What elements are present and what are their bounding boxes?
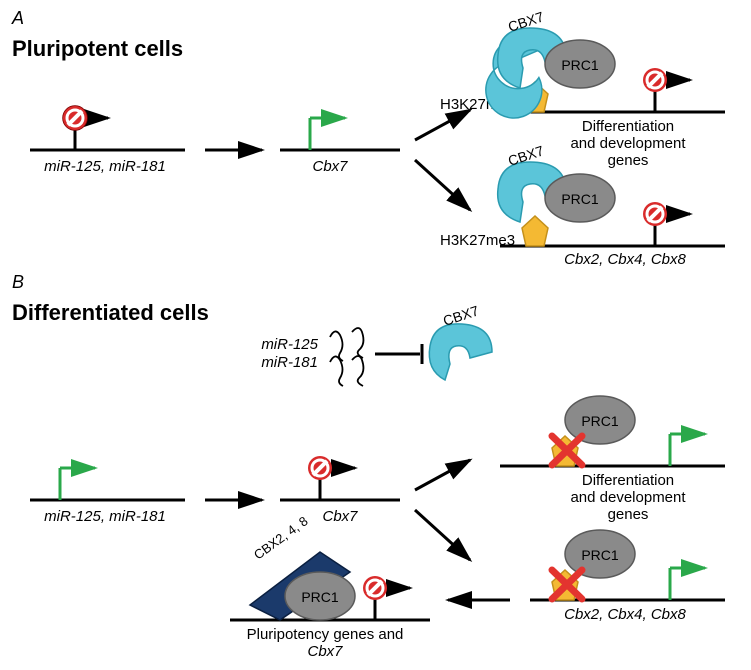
panel-a-title: Pluripotent cells	[12, 36, 183, 62]
diff-genes-a-l1: Differentiation	[582, 118, 674, 135]
h3k27-a-bot: H3K27me3	[440, 232, 515, 249]
mir181-b: miR-181	[248, 354, 318, 371]
panel-b-title: Differentiated cells	[12, 300, 209, 326]
diff-genes-a-l3: genes	[608, 152, 649, 169]
gene2-a-label: Cbx7	[300, 158, 360, 175]
pentagon-b-top	[552, 436, 578, 466]
prohibit-b-pluri	[363, 576, 387, 600]
diff-genes-a-l2: and development	[570, 135, 685, 152]
arrow-b-split-up	[415, 460, 470, 490]
cbx7-text-a-top: CBX7	[506, 8, 546, 35]
prc1-b-bot-text: PRC1	[581, 547, 619, 563]
pentagon-b-bot	[552, 570, 578, 600]
mir125-b: miR-125	[248, 336, 318, 353]
red-x-b-bot	[552, 570, 582, 599]
prohibit-a-bot	[643, 202, 667, 226]
arrow-a-split-up	[415, 110, 470, 140]
cbx7-shape-a-top	[498, 28, 566, 88]
arrow-b-split-down	[415, 510, 470, 560]
h3k27-a-top: H3K27me3	[440, 96, 515, 113]
gene1-b-label: miR-125, miR-181	[30, 508, 180, 525]
panel-b-label: B	[12, 272, 24, 293]
prc1-b-top-text: PRC1	[581, 413, 619, 429]
diagram-svg: CBX7 PRC1 CBX7 PRC1 CBX7	[0, 0, 751, 670]
cbx7-gene-b-label: Cbx7	[310, 508, 370, 525]
pentagon-a-bot	[522, 216, 548, 246]
diff-genes-a: Differentiation and development genes	[528, 118, 728, 169]
diff-genes-b-l2: and development	[570, 489, 685, 506]
diff-genes-b-l1: Differentiation	[582, 472, 674, 489]
prohibit-a-top	[643, 68, 667, 92]
prc1-b-pluri	[285, 572, 355, 620]
panel-a-label: A	[12, 8, 24, 29]
pluri-b: Pluripotency genes and Cbx7	[215, 626, 435, 660]
prc1-b-top	[565, 396, 635, 444]
diff-genes-b-l3: genes	[608, 506, 649, 523]
arrow-a-split-down	[415, 160, 470, 210]
cbx7-shape-a-bot	[498, 162, 566, 222]
stop-icon-a1	[63, 106, 87, 130]
prohibit-a1	[63, 106, 87, 130]
diff-genes-b: Differentiation and development genes	[528, 472, 728, 523]
cbx-genes-a: Cbx2, Cbx4, Cbx8	[540, 251, 710, 268]
prc1-b-pluri-text: PRC1	[301, 589, 339, 605]
cbx248-text: CBX2, 4, 8	[251, 513, 311, 562]
mirna-squiggles	[330, 328, 363, 386]
cbx7-b-float-text: CBX7	[441, 302, 481, 329]
prc1-a-bot	[545, 174, 615, 222]
prc1-a-top	[545, 40, 615, 88]
gene1-a-label: miR-125, miR-181	[30, 158, 180, 175]
red-x-b-top	[552, 436, 582, 465]
prc1-text-a-bot: PRC1	[561, 191, 599, 207]
cbx-genes-b: Cbx2, Cbx4, Cbx8	[540, 606, 710, 623]
cbx248-shape	[250, 552, 350, 620]
pluri-b-l1: Pluripotency genes and	[247, 626, 404, 643]
prohibit-b2	[308, 456, 332, 480]
prc1-b-bot	[565, 530, 635, 578]
pluri-b-l2: Cbx7	[307, 643, 342, 660]
pentagon-a-top	[522, 82, 548, 112]
cbx7-b-float	[429, 324, 492, 380]
prc1-text-a-top: PRC1	[561, 57, 599, 73]
